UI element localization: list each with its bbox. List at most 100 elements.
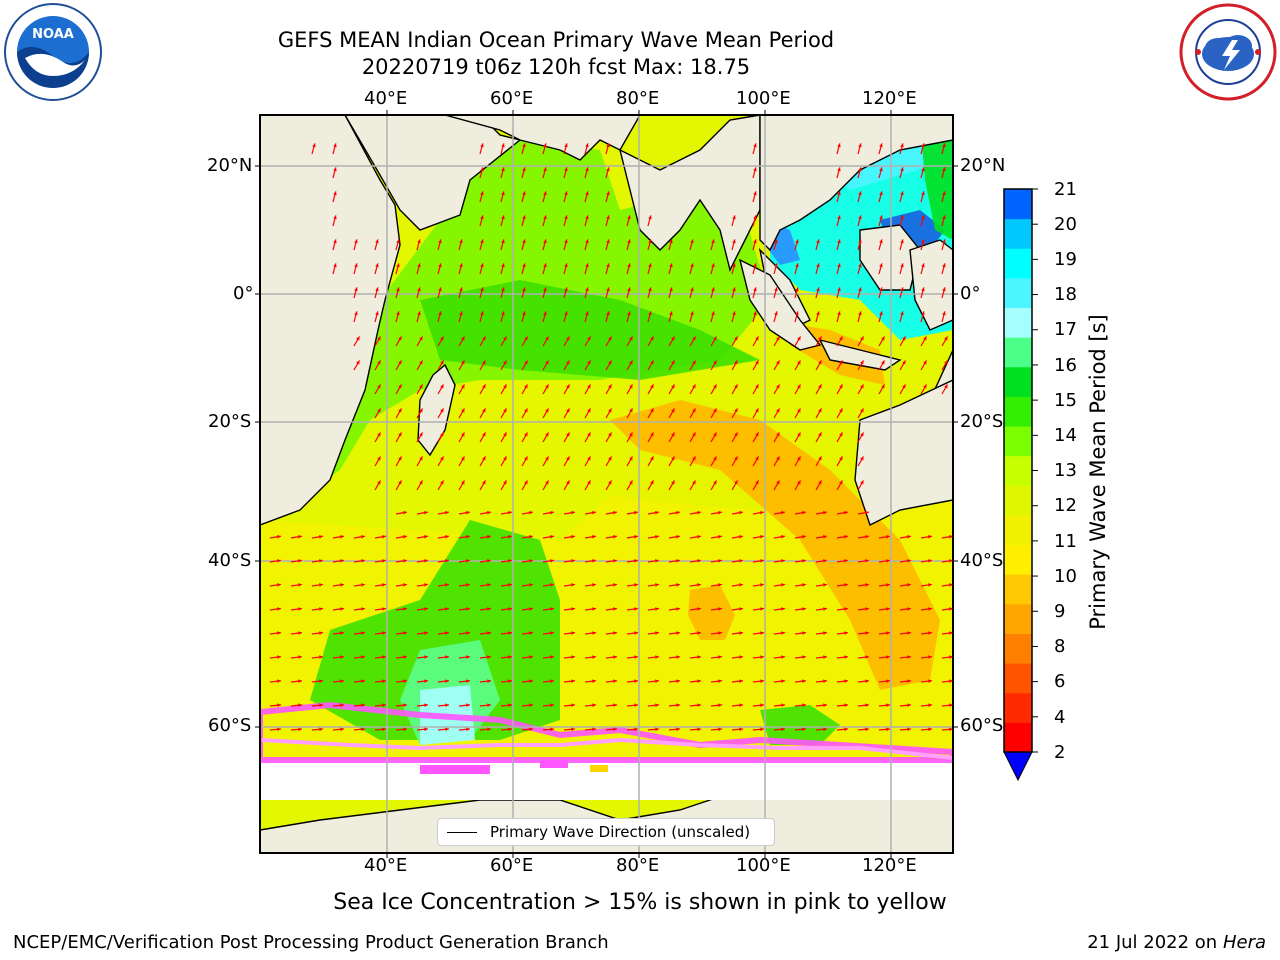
wave-arrowhead <box>923 336 927 341</box>
wave-arrowhead <box>676 679 680 683</box>
wave-arrowhead <box>865 583 869 587</box>
wave-arrowhead <box>650 480 654 485</box>
wave-arrowhead <box>319 679 323 683</box>
wave-arrowhead <box>608 360 612 365</box>
lon-label-bottom-100e: 100°E <box>736 855 791 876</box>
wave-arrowhead <box>480 167 484 172</box>
wave-arrowhead <box>711 263 715 268</box>
wave-arrowhead <box>776 408 780 413</box>
wave-arrowhead <box>837 239 841 244</box>
wave-arrowhead <box>755 408 759 413</box>
wave-arrowhead <box>634 607 638 611</box>
noaa-logo-text: NOAA <box>32 27 74 42</box>
wave-arrowhead <box>818 408 822 413</box>
wave-arrowhead <box>571 631 575 635</box>
wave-arrowhead <box>713 456 717 461</box>
wave-arrowhead <box>634 631 638 635</box>
wave-arrowhead <box>928 655 932 659</box>
wave-arrowhead <box>949 727 953 732</box>
wave-arrowhead <box>277 679 281 683</box>
wave-arrowhead <box>592 679 596 683</box>
land-australia <box>854 379 953 526</box>
wave-arrowhead <box>650 456 654 461</box>
lat-label-right-20n: 20°N <box>960 155 1006 176</box>
wave-arrowhead <box>797 480 801 485</box>
wave-arrowhead <box>466 679 470 683</box>
wave-arrowhead <box>900 263 904 268</box>
wave-arrowhead <box>445 535 449 539</box>
wave-arrowhead <box>942 143 946 148</box>
plot-title: GEFS MEAN Indian Ocean Primary Wave Mean… <box>277 28 835 52</box>
wave-arrowhead <box>949 679 953 683</box>
wave-arrowhead <box>676 535 680 539</box>
wave-arrowhead <box>818 360 822 365</box>
wave-arrowhead <box>907 631 911 635</box>
colorbar-segment <box>1004 337 1032 368</box>
wave-arrowhead <box>949 559 953 563</box>
colorbar-label-10: 10 <box>1054 566 1077 587</box>
wave-arrowhead <box>718 535 722 539</box>
wave-arrowhead <box>928 679 932 683</box>
wave-arrowhead <box>902 384 906 389</box>
wave-arrowhead <box>921 263 925 268</box>
wave-arrowhead <box>823 655 827 659</box>
colorbar-label-15: 15 <box>1054 390 1077 411</box>
wave-arrowhead <box>333 263 337 268</box>
wave-arrowhead <box>543 287 547 292</box>
wave-arrowhead <box>417 239 421 244</box>
wave-arrowhead <box>671 456 675 461</box>
wave-arrowhead <box>928 535 932 539</box>
wave-arrowhead <box>795 287 799 292</box>
colorbar-label-6: 6 <box>1054 671 1066 692</box>
wave-arrowhead <box>921 287 925 292</box>
wave-arrowhead <box>781 535 785 539</box>
land-se-asia-north <box>759 115 953 252</box>
lat-label-left-20n: 20°N <box>207 155 253 176</box>
wave-arrowhead <box>319 607 323 611</box>
wave-arrowhead <box>713 336 717 341</box>
wave-arrowhead <box>424 631 428 635</box>
wave-arrowhead <box>802 510 806 515</box>
wave-arrowhead <box>606 215 610 220</box>
wave-arrowhead <box>564 143 568 148</box>
wave-arrowhead <box>629 384 633 389</box>
wave-arrowhead <box>818 384 822 389</box>
wave-arrowhead <box>419 360 423 365</box>
wave-arrowhead <box>907 535 911 539</box>
wave-arrowhead <box>592 583 596 587</box>
plot-subtitle: 20220719 t06z 120h fcst Max: 18.75 <box>361 55 751 79</box>
wave-arrowhead <box>837 287 841 292</box>
wave-arrowhead <box>440 456 444 461</box>
wave-arrowhead <box>655 631 659 635</box>
wave-arrowhead <box>802 535 806 539</box>
wave-arrowhead <box>587 360 591 365</box>
wave-arrowhead <box>340 631 344 635</box>
wave-arrowhead <box>949 607 953 611</box>
wave-arrowhead <box>419 336 423 341</box>
wave-arrowhead <box>524 456 528 461</box>
wave-arrowhead <box>277 727 281 732</box>
wave-arrowhead <box>949 583 953 587</box>
wave-arrowhead <box>592 631 596 635</box>
colorbar-label-9: 9 <box>1054 601 1066 622</box>
wave-arrowhead <box>487 727 491 732</box>
lat-label-right-60s: 60°S <box>960 715 1004 736</box>
wave-arrowhead <box>655 510 659 515</box>
wave-arrowhead <box>377 360 381 365</box>
colorbar-label-18: 18 <box>1054 284 1077 305</box>
wave-arrowhead <box>503 480 507 485</box>
wave-arrowhead <box>650 384 654 389</box>
wave-arrowhead <box>564 239 568 244</box>
wave-arrowhead <box>774 263 778 268</box>
wave-arrowhead <box>585 263 589 268</box>
wave-arrowhead <box>928 727 932 732</box>
wave-arrowhead <box>403 679 407 683</box>
wave-arrowhead <box>545 456 549 461</box>
wave-arrowhead <box>860 408 864 413</box>
wave-arrowhead <box>900 287 904 292</box>
wave-arrowhead <box>403 535 407 539</box>
wave-arrowhead <box>606 239 610 244</box>
wave-arrowhead <box>277 703 281 708</box>
wave-arrowhead <box>354 311 358 316</box>
